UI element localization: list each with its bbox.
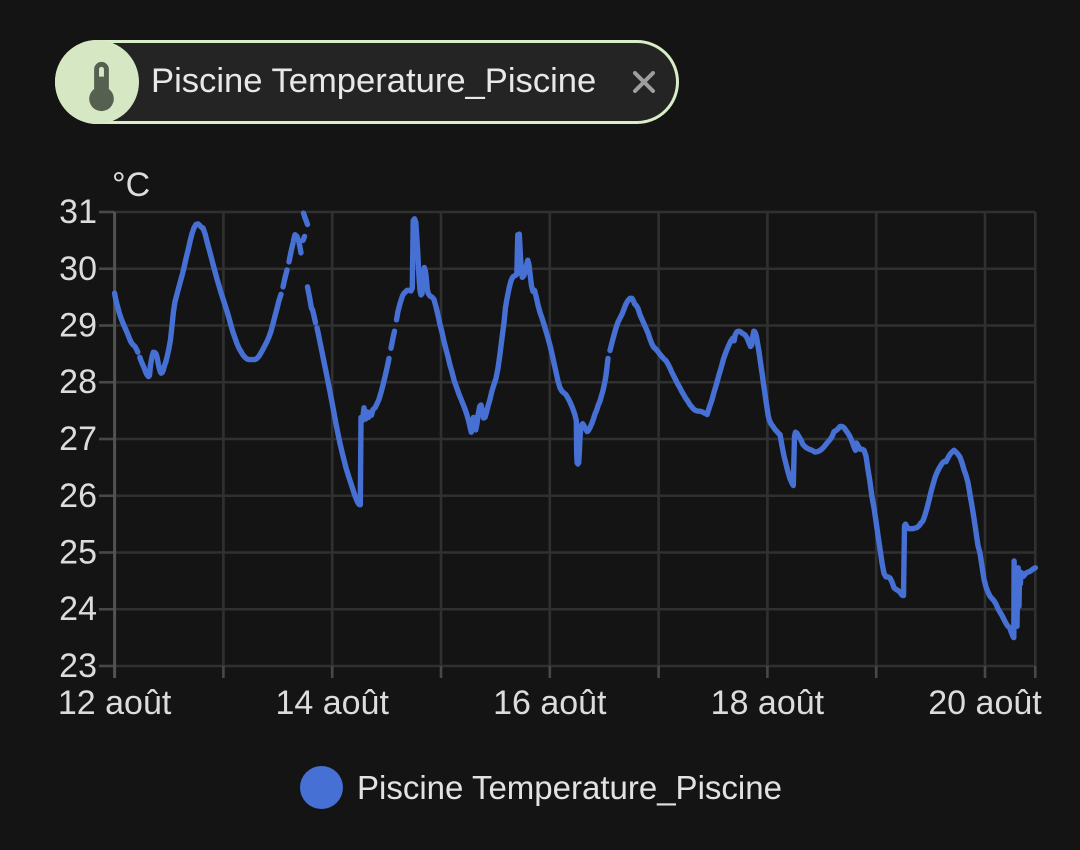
svg-text:°C: °C [112,166,150,204]
svg-text:28: 28 [59,363,97,401]
svg-text:25: 25 [59,534,97,572]
svg-text:18 août: 18 août [711,684,825,722]
svg-text:Piscine Temperature_Piscine: Piscine Temperature_Piscine [357,769,782,806]
svg-text:20 août: 20 août [928,684,1042,722]
svg-text:27: 27 [59,420,97,458]
svg-text:24: 24 [59,590,97,628]
svg-text:16 août: 16 août [493,684,607,722]
svg-text:29: 29 [59,307,97,345]
svg-text:12 août: 12 août [58,684,172,722]
svg-text:30: 30 [59,250,97,288]
svg-text:31: 31 [59,193,97,231]
svg-text:26: 26 [59,477,97,515]
svg-text:23: 23 [59,647,97,685]
svg-text:14 août: 14 août [275,684,389,722]
